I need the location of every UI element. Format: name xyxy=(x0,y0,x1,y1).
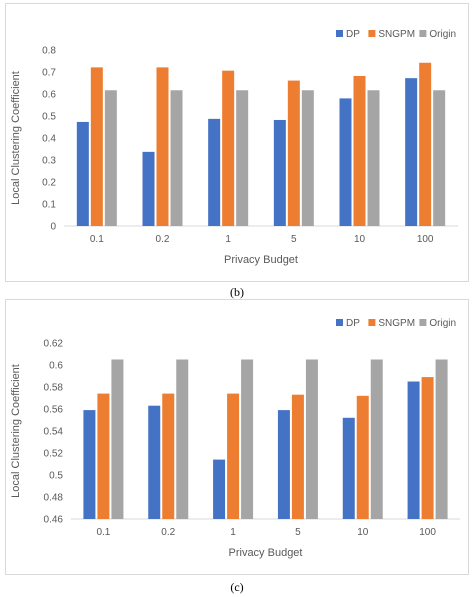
bar-sngpm-0.2 xyxy=(156,67,169,226)
bar-origin-0.1 xyxy=(104,90,117,226)
bar-dp-5 xyxy=(273,119,286,226)
x-tick-label: 1 xyxy=(230,527,236,538)
x-tick-label: 0.2 xyxy=(161,527,175,538)
y-tick-label: 0.5 xyxy=(49,471,63,482)
bar-sngpm-1 xyxy=(222,70,235,227)
y-tick-label: 0.8 xyxy=(42,46,56,57)
bar-dp-0.1 xyxy=(83,410,96,519)
legend-label-origin: Origin xyxy=(429,29,456,40)
y-tick-label: 0.3 xyxy=(42,156,56,167)
y-tick-label: 0.48 xyxy=(44,493,64,504)
legend-label-origin: Origin xyxy=(429,318,456,329)
bar-sngpm-0.1 xyxy=(97,393,110,519)
y-tick-label: 0.52 xyxy=(44,449,64,460)
legend-swatch-origin xyxy=(419,319,427,326)
bar-sngpm-100 xyxy=(421,377,434,519)
y-tick-label: 0.4 xyxy=(42,134,56,145)
x-tick-label: 0.2 xyxy=(156,234,170,245)
figure-caption-c: (c) xyxy=(230,580,244,594)
x-axis-title: Privacy Budget xyxy=(229,547,303,559)
bar-sngpm-10 xyxy=(353,75,366,227)
y-tick-label: 0.5 xyxy=(42,112,56,123)
x-tick-label: 5 xyxy=(291,234,297,245)
y-tick-label: 0.1 xyxy=(42,200,56,211)
bar-dp-0.1 xyxy=(76,121,89,226)
y-tick-label: 0.2 xyxy=(42,178,56,189)
y-tick-label: 0.56 xyxy=(44,405,64,416)
bar-sngpm-1 xyxy=(227,393,240,519)
legend-label-sngpm: SNGPM xyxy=(378,29,415,40)
x-tick-label: 100 xyxy=(417,234,434,245)
y-tick-label: 0.62 xyxy=(44,339,64,350)
bar-sngpm-5 xyxy=(287,80,300,226)
x-tick-label: 100 xyxy=(419,527,436,538)
legend-swatch-dp xyxy=(336,319,343,326)
bar-dp-1 xyxy=(208,118,221,226)
bar-chart-b: 0 0.1 0.2 0.3 0.4 0.5 0.6 0.7 0.8 0.1 0.2 1 5 10 100 Pr… xyxy=(10,29,458,266)
bar-origin-1 xyxy=(241,359,254,519)
bar-origin-10 xyxy=(367,90,380,226)
bar-sngpm-10 xyxy=(356,395,369,519)
bar-dp-100 xyxy=(405,78,418,226)
legend-label-dp: DP xyxy=(346,318,360,329)
legend-swatch-dp xyxy=(336,30,343,37)
y-tick-label: 0.46 xyxy=(44,515,64,526)
bar-origin-0.2 xyxy=(170,90,183,226)
y-tick-label: 0.6 xyxy=(49,361,63,372)
y-tick-label: 0 xyxy=(50,222,56,233)
bar-origin-0.2 xyxy=(176,359,189,519)
x-tick-label: 10 xyxy=(357,527,369,538)
x-tick-label: 10 xyxy=(354,234,366,245)
y-axis-title: Local Clustering Coefficient xyxy=(10,364,22,498)
bar-chart-c: 0.46 0.48 0.5 0.52 0.54 0.56 0.58 0.6 0.62 0.1 0.2… xyxy=(10,318,460,559)
bar-origin-100 xyxy=(435,359,448,519)
figure-caption-b: (b) xyxy=(230,285,244,299)
bar-dp-100 xyxy=(407,381,420,519)
legend-swatch-sngpm xyxy=(368,319,376,326)
bar-origin-10 xyxy=(370,359,383,519)
y-tick-label: 0.58 xyxy=(44,383,64,394)
bar-dp-0.2 xyxy=(148,405,161,519)
legend-swatch-origin xyxy=(419,30,427,37)
bar-sngpm-100 xyxy=(419,62,432,227)
y-axis-title: Local Clustering Coefficient xyxy=(10,71,22,205)
bar-sngpm-5 xyxy=(291,394,304,519)
legend-label-sngpm: SNGPM xyxy=(378,318,415,329)
bar-dp-1 xyxy=(213,459,226,519)
bar-dp-5 xyxy=(277,410,290,519)
x-tick-label: 1 xyxy=(225,234,231,245)
bar-origin-5 xyxy=(301,90,314,226)
x-tick-label: 5 xyxy=(295,527,301,538)
y-tick-label: 0.7 xyxy=(42,68,56,79)
bar-sngpm-0.2 xyxy=(162,393,175,519)
bar-dp-10 xyxy=(342,417,355,519)
y-tick-label: 0.6 xyxy=(42,90,56,101)
bar-origin-100 xyxy=(433,90,446,226)
chart-panel-b: 0 0.1 0.2 0.3 0.4 0.5 0.6 0.7 0.8 0.1 0.2 1 5 10 100 Pr… xyxy=(5,3,469,282)
x-tick-label: 0.1 xyxy=(90,234,104,245)
legend-label-dp: DP xyxy=(346,29,360,40)
legend-swatch-sngpm xyxy=(368,30,376,37)
bar-dp-0.2 xyxy=(142,151,155,226)
bar-origin-1 xyxy=(236,90,249,226)
bar-origin-5 xyxy=(305,359,318,519)
bar-origin-0.1 xyxy=(111,359,124,519)
x-tick-label: 0.1 xyxy=(96,527,110,538)
x-axis-title: Privacy Budget xyxy=(224,254,298,266)
y-tick-label: 0.54 xyxy=(44,427,64,438)
chart-panel-c: 0.46 0.48 0.5 0.52 0.54 0.56 0.58 0.6 0.62 0.1 0.2… xyxy=(5,299,469,575)
bar-dp-10 xyxy=(339,98,352,226)
bar-sngpm-0.1 xyxy=(90,67,103,226)
